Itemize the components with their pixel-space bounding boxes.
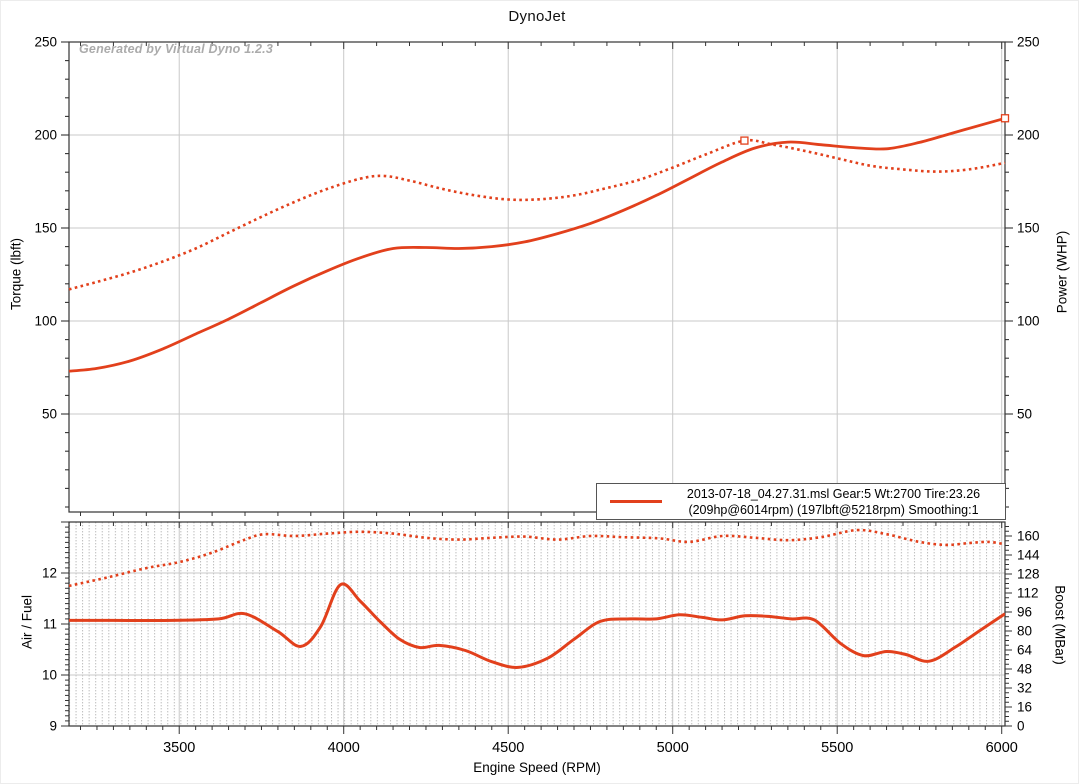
svg-text:112: 112 xyxy=(1017,586,1039,601)
svg-text:4000: 4000 xyxy=(328,740,360,756)
legend-text: 2013-07-18_04.27.31.msl Gear:5 Wt:2700 T… xyxy=(662,486,1005,518)
svg-text:32: 32 xyxy=(1017,681,1032,696)
svg-text:0: 0 xyxy=(1017,719,1025,734)
svg-text:160: 160 xyxy=(1017,529,1040,544)
svg-text:144: 144 xyxy=(1017,548,1040,563)
svg-text:80: 80 xyxy=(1017,624,1032,639)
svg-text:100: 100 xyxy=(34,314,57,329)
chart-title: DynoJet xyxy=(508,8,566,25)
svg-text:50: 50 xyxy=(42,407,57,422)
svg-text:200: 200 xyxy=(34,128,57,143)
legend-run-info: 2013-07-18_04.27.31.msl Gear:5 Wt:2700 T… xyxy=(686,486,981,501)
watermark-text: Generated by Virtual Dyno 1.2.3 xyxy=(79,42,273,56)
svg-text:250: 250 xyxy=(1017,35,1040,50)
torque-axis-title: Torque (lbft) xyxy=(8,237,24,311)
svg-text:64: 64 xyxy=(1017,643,1033,658)
svg-text:5000: 5000 xyxy=(657,740,689,756)
legend-peaks-info: (209hp@6014rpm) (197lbft@5218rpm) Smooth… xyxy=(688,502,979,517)
svg-text:100: 100 xyxy=(1017,314,1040,329)
svg-text:48: 48 xyxy=(1017,662,1032,677)
power-axis-title: Power (WHP) xyxy=(1054,230,1070,314)
svg-text:96: 96 xyxy=(1017,605,1032,620)
svg-text:10: 10 xyxy=(42,668,57,683)
svg-text:9: 9 xyxy=(49,719,57,734)
boost-axis-title: Boost (MBar) xyxy=(1052,585,1068,665)
svg-text:4500: 4500 xyxy=(492,740,524,756)
afr-axis-title: Air / Fuel xyxy=(19,594,35,650)
svg-text:150: 150 xyxy=(34,221,57,236)
svg-text:6000: 6000 xyxy=(986,740,1018,756)
svg-text:128: 128 xyxy=(1017,567,1040,582)
svg-text:12: 12 xyxy=(42,566,57,581)
svg-text:5500: 5500 xyxy=(821,740,853,756)
svg-text:16: 16 xyxy=(1017,700,1032,715)
x-axis-title: Engine Speed (RPM) xyxy=(473,760,601,775)
svg-text:150: 150 xyxy=(1017,221,1040,236)
svg-text:3500: 3500 xyxy=(163,740,195,756)
svg-text:250: 250 xyxy=(34,35,57,50)
legend-line-sample xyxy=(610,500,662,503)
legend-box: 2013-07-18_04.27.31.msl Gear:5 Wt:2700 T… xyxy=(596,483,1006,520)
svg-text:50: 50 xyxy=(1017,407,1032,422)
svg-text:200: 200 xyxy=(1017,128,1040,143)
svg-text:11: 11 xyxy=(43,617,57,632)
